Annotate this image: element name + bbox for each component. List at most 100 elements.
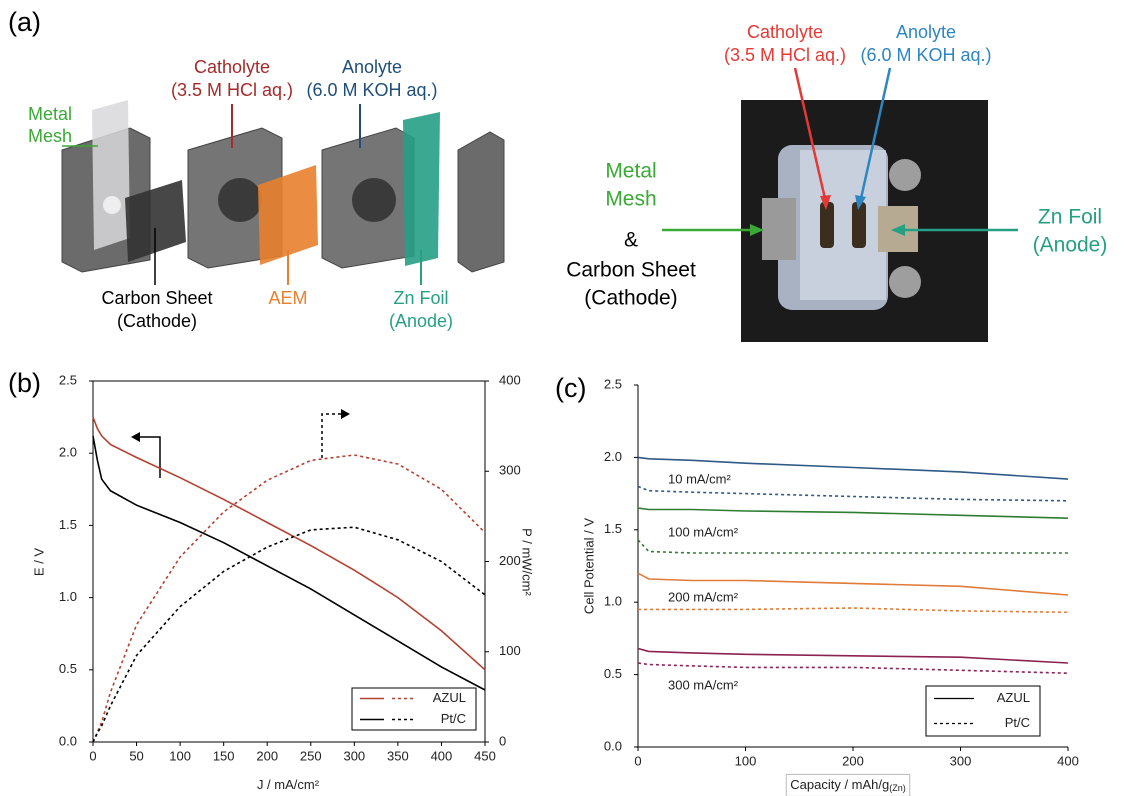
end-plate — [457, 131, 505, 273]
label: Metal — [605, 160, 656, 183]
legend-label: AZUL — [433, 690, 466, 705]
series-line — [637, 539, 1068, 554]
label: (Cathode) — [584, 287, 677, 310]
photo — [741, 100, 988, 342]
y-tick-label: 1.5 — [59, 517, 77, 532]
label: (Anode) — [389, 311, 453, 331]
label: (3.5 M HCl aq.) — [171, 80, 293, 100]
y-tick-label: 0.5 — [59, 661, 77, 676]
metal-mesh — [92, 100, 130, 250]
aem — [258, 165, 318, 265]
y-tick-label: 0.0 — [604, 738, 622, 753]
label: Metal — [28, 104, 72, 124]
axis-arrow — [321, 413, 342, 458]
x-tick-label: 100 — [169, 748, 191, 763]
y2-axis-label: P / mW/cm² — [520, 528, 535, 596]
arrow-head — [855, 195, 866, 210]
wing-nut — [889, 159, 921, 191]
series-line — [92, 435, 486, 691]
window — [820, 202, 834, 248]
label: Catholyte — [194, 57, 270, 77]
label: (Cathode) — [117, 311, 197, 331]
legend-label: AZUL — [997, 690, 1030, 705]
series-line — [637, 456, 1069, 480]
y2-tick-label: 100 — [499, 643, 521, 658]
annotation: 300 mA/cm² — [668, 677, 739, 692]
y-tick-label: 1.0 — [604, 594, 622, 609]
label: Anolyte — [342, 57, 402, 77]
legend-label: Pt/C — [1005, 715, 1030, 730]
y-tick-label: 0.5 — [604, 666, 622, 681]
y2-tick-label: 200 — [499, 553, 521, 568]
y-tick-label: 2.5 — [59, 372, 77, 387]
arrow-head — [750, 224, 764, 236]
label: (3.5 M HCl aq.) — [724, 45, 846, 65]
series-line — [637, 647, 1069, 664]
plate-hole — [218, 178, 262, 222]
arrow-head — [820, 195, 831, 210]
series-line — [637, 662, 1069, 674]
x-tick-label: 200 — [842, 753, 864, 768]
series-line — [92, 526, 486, 743]
y-tick-label: 1.5 — [604, 521, 622, 536]
label: Carbon Sheet — [566, 259, 696, 282]
series-line — [638, 607, 1069, 614]
label: (Anode) — [1033, 234, 1108, 257]
label: Carbon Sheet — [101, 288, 212, 308]
x-axis-label-part: Capacity / mAh/g — [790, 777, 889, 792]
label: Mesh — [28, 126, 72, 146]
window — [852, 202, 866, 248]
x-tick-label: 0 — [89, 748, 96, 763]
carbon-sheet — [125, 180, 186, 262]
x-axis-label-part: J / mA/cm² — [257, 777, 320, 792]
x-tick-label: 200 — [256, 748, 278, 763]
y2-tick-label: 400 — [499, 372, 521, 387]
x-tick-label: 350 — [387, 748, 409, 763]
label: Mesh — [605, 188, 656, 211]
x-tick-label: 50 — [129, 748, 143, 763]
y-tick-label: 2.0 — [59, 445, 77, 460]
panel-label: (b) — [8, 368, 41, 398]
x-axis-label-box — [785, 773, 911, 796]
arrow — [793, 67, 828, 204]
x-axis-label-part: (Zn) — [889, 783, 906, 793]
annotation: 10 mA/cm² — [668, 471, 732, 486]
y-axis-label: Cell Potential / V — [581, 518, 596, 614]
y-tick-label: 2.5 — [604, 376, 622, 391]
label: & — [624, 229, 638, 252]
x-tick-label: 450 — [474, 748, 496, 763]
mesh-window — [103, 196, 121, 214]
x-tick-label: 250 — [300, 748, 322, 763]
metal-mesh — [762, 198, 796, 260]
wing-nut — [889, 266, 921, 298]
cell-body — [800, 150, 886, 300]
label: Catholyte — [747, 22, 823, 42]
series-line — [92, 416, 486, 671]
y-tick-label: 0.0 — [59, 733, 77, 748]
series-line — [92, 454, 486, 743]
legend-box — [351, 687, 477, 731]
arrow-head — [891, 224, 905, 236]
annotation: 100 mA/cm² — [668, 524, 739, 539]
x-tick-label: 300 — [950, 753, 972, 768]
x-axis-label: Capacity / mAh/g(Zn) — [790, 777, 906, 793]
y-tick-label: 1.0 — [59, 589, 77, 604]
panel-label: (c) — [555, 373, 586, 403]
legend-label: Pt/C — [441, 711, 466, 726]
y-axis-label: E / V — [31, 548, 46, 577]
series-line — [637, 485, 1069, 502]
x-axis-label: J / mA/cm² — [257, 777, 320, 792]
label: Zn Foil — [393, 288, 448, 308]
y2-tick-label: 300 — [499, 463, 521, 478]
arrow — [858, 67, 892, 204]
x-tick-label: 100 — [735, 753, 757, 768]
label: (6.0 M KOH aq.) — [860, 45, 991, 65]
annotation: 200 mA/cm² — [668, 589, 739, 604]
exploded-cell — [61, 100, 505, 285]
label: (6.0 M KOH aq.) — [306, 80, 437, 100]
y-tick-label: 2.0 — [604, 449, 622, 464]
x-tick-label: 400 — [431, 748, 453, 763]
axis-arrow — [138, 436, 161, 478]
label: Anolyte — [896, 22, 956, 42]
